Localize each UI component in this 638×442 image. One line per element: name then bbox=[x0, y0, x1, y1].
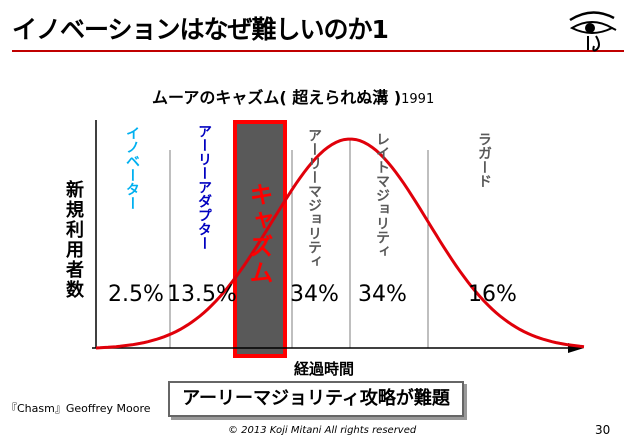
share-late-majority: 34% bbox=[358, 282, 407, 307]
segment-label-innovators: イノベーター bbox=[124, 126, 140, 210]
share-innovators: 2.5% bbox=[108, 282, 164, 307]
source-citation: 『Chasm』Geoffrey Moore bbox=[6, 402, 151, 415]
eye-of-horus-icon bbox=[569, 11, 617, 52]
share-laggards: 16% bbox=[468, 282, 517, 307]
segment-dividers bbox=[169, 138, 429, 348]
copyright: © 2013 Koji Mitani All rights reserved bbox=[228, 425, 417, 436]
y-axis-label: 新規利用者数 bbox=[63, 180, 84, 300]
segment-label-early-adopters: アーリーアダプター bbox=[196, 124, 212, 250]
chart-title: ムーアのキャズム( 超えられぬ溝 )1991 bbox=[152, 88, 435, 107]
page-title: イノベーションはなぜ難しいのか1 bbox=[12, 15, 389, 44]
share-early-adopters: 13.5% bbox=[167, 282, 237, 307]
chart-title-year: 1991 bbox=[401, 92, 435, 107]
segment-label-laggards: ラガード bbox=[476, 132, 492, 188]
segment-label-early-majority: アーリーマジョリティ bbox=[306, 128, 322, 268]
strategy-callout: アーリーマジョリティ攻略が難題 bbox=[168, 381, 464, 417]
segment-label-late-majority: レイトマジョリティ bbox=[374, 132, 390, 258]
title-divider bbox=[12, 50, 624, 52]
share-early-majority: 34% bbox=[290, 282, 339, 307]
adoption-curve bbox=[95, 137, 585, 350]
page-number: 30 bbox=[595, 423, 611, 437]
x-axis-label: 経過時間 bbox=[294, 360, 355, 378]
chasm-label: キャズム bbox=[245, 182, 273, 286]
